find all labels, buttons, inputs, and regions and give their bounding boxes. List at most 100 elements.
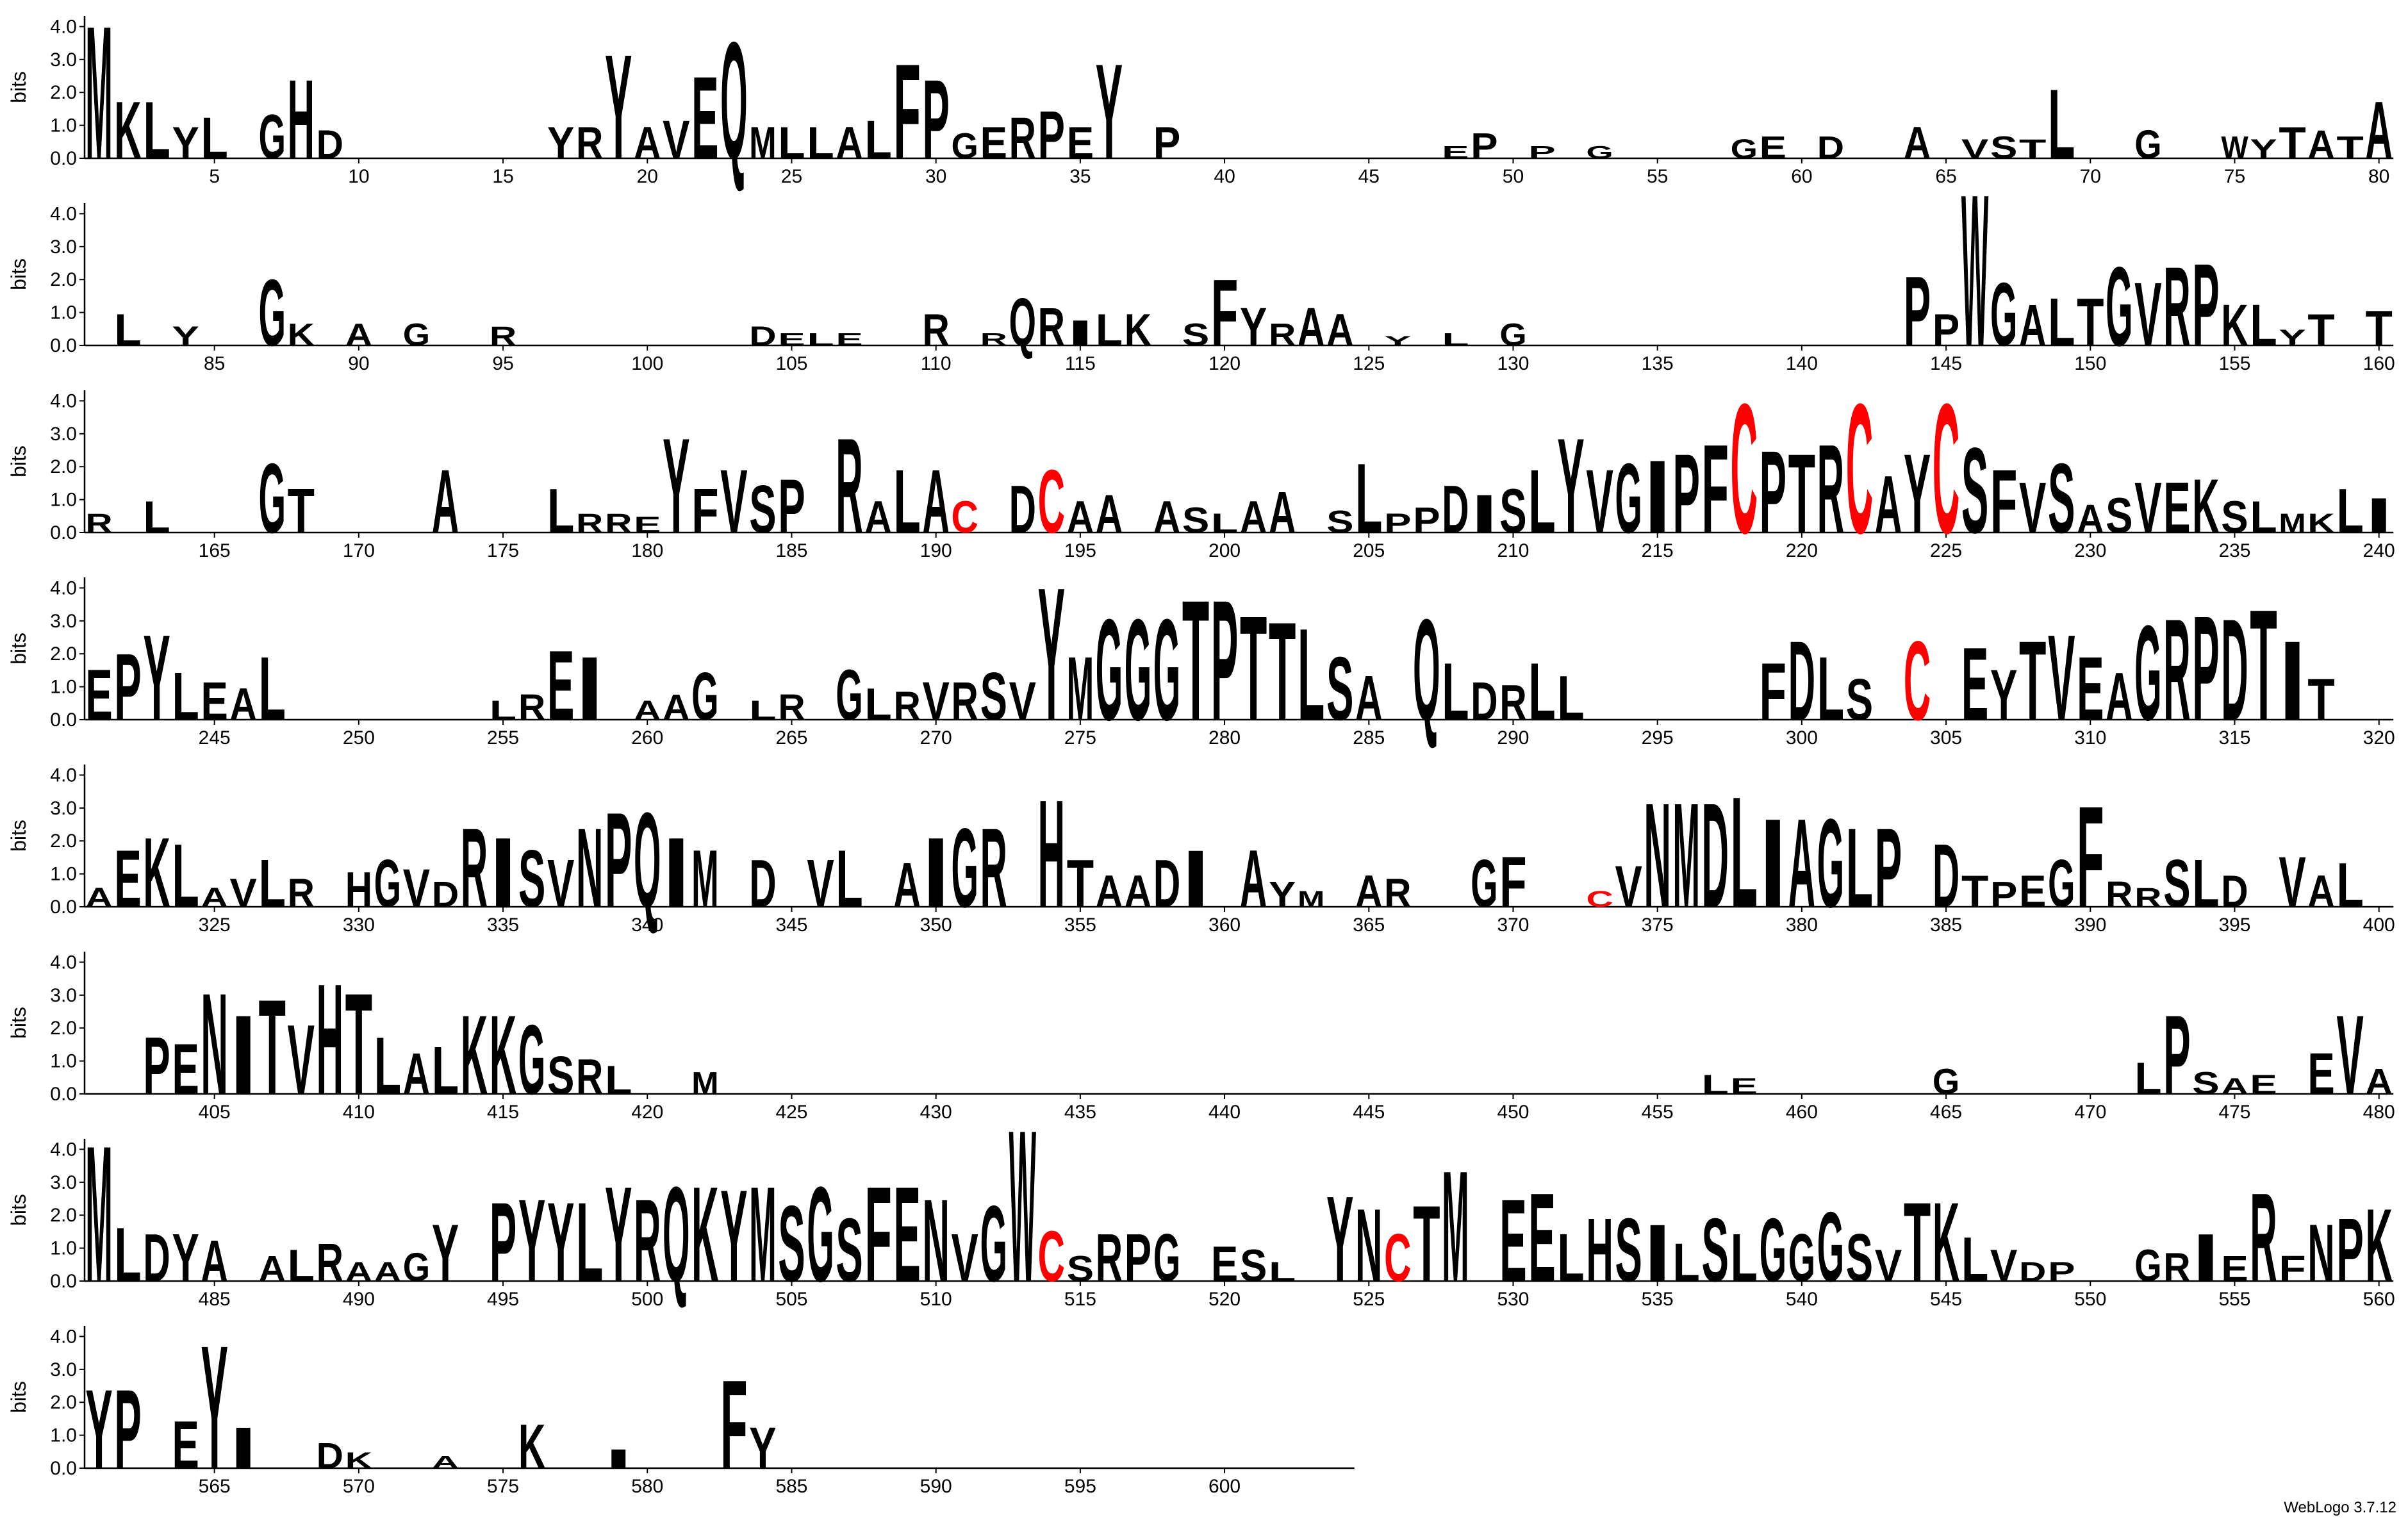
x-tick-label: 470 [2074,1102,2106,1123]
logo-letter: L [1096,305,1123,355]
x-tick-label: 100 [631,353,663,374]
y-tick-label: 3.0 [50,798,77,819]
logo-letter: G [403,317,430,352]
logo-letter: T [1413,1184,1440,1305]
y-tick-label: 1.0 [50,864,77,885]
logo-letter: G [259,102,286,172]
logo-letter: C [1933,365,1959,572]
logo-letter: E [547,630,574,741]
logo-letter: E [1961,625,1988,742]
y-tick-label: 3.0 [50,611,77,632]
y-tick-label: 3.0 [50,236,77,258]
y-axis-title: bits [7,633,30,665]
logo-letter: T [2019,135,2046,165]
logo-letter: P [2048,1257,2075,1287]
logo-letter: F [2279,1249,2305,1289]
logo-letter: L [1846,805,1873,931]
logo-letter: P [490,1179,516,1305]
logo-letter: A [1298,296,1324,357]
logo-letter: C [1384,1220,1411,1295]
logo-letter: P [1471,126,1497,167]
x-tick-label: 15 [492,166,513,187]
logo-letter: F [1760,647,1786,738]
logo-letter: M [691,834,718,925]
logo-letter: G [518,1004,545,1116]
logo-letter: L [288,1241,315,1291]
logo-letter: R [2106,875,2132,915]
y-tick-label: 2.0 [50,831,77,852]
logo-letter: V [2134,263,2161,365]
x-tick-label: 325 [199,914,231,936]
logo-letter: E [691,53,718,184]
logo-letter: R [518,688,545,728]
y-axis-title: bits [7,258,30,290]
logo-letter: L [143,86,170,176]
x-tick-label: 35 [1069,166,1091,187]
logo-letter: L [2336,476,2363,547]
x-tick-label: 495 [487,1289,519,1310]
y-tick-label: 0.0 [50,148,77,169]
logo-letter: I [2279,618,2305,744]
logo-letter: N [2307,1209,2334,1299]
logo-letter: L [807,118,834,168]
logo-letter: L [374,1022,401,1112]
x-tick-label: 585 [775,1476,807,1497]
x-tick-label: 430 [920,1102,952,1123]
logo-letter: Y [172,1220,199,1295]
y-axis-title: bits [7,71,30,103]
logo-letter: V [2134,467,2161,548]
logo-letter: A [2077,495,2104,541]
x-tick-label: 120 [1208,353,1241,374]
logo-letter: Y [2250,135,2277,165]
logo-letter: T [2307,667,2334,732]
logo-letter: Y [432,1209,459,1299]
logo-letter: S [980,658,1007,734]
x-tick-label: 20 [637,166,658,187]
logo-letter: G [1817,1191,1844,1303]
logo-row: 0.0 1.0 2.0 3.0 4.0 bits 485 490 495 500 505 510 515… [7,1084,2395,1327]
logo-letter: V [403,857,430,918]
x-tick-label: 415 [487,1102,519,1123]
x-tick-label: 335 [487,914,519,936]
logo-letter: N [576,805,603,931]
logo-letter: L [605,1057,632,1102]
logo-letter: P [605,785,632,937]
logo-letter: L [1528,647,1555,738]
logo-letter: E [2221,1249,2248,1289]
x-tick-label: 130 [1497,353,1529,374]
logo-letter: A [2366,1062,2393,1102]
logo-letter: D [2019,1257,2046,1287]
logo-letter: G [1731,135,1758,165]
x-tick-label: 350 [920,914,952,936]
x-tick-label: 145 [1930,353,1962,374]
x-tick-label: 545 [1930,1289,1962,1310]
logo-letter: A [85,883,112,913]
logo-letter: Q [1009,284,1036,360]
y-tick-label: 2.0 [50,643,77,665]
logo-letter: V [1009,670,1036,731]
logo-letter: R [2163,589,2190,750]
logo-letter: K [461,992,488,1118]
logo-letter: Y [518,1175,545,1307]
x-tick-label: 155 [2218,353,2250,374]
logo-letter: F [864,1159,891,1311]
y-tick-label: 4.0 [50,203,77,224]
x-tick-label: 595 [1064,1476,1096,1497]
logo-letter: I [490,817,516,929]
logo-letter: I [1760,793,1786,934]
x-tick-label: 560 [2363,1289,2395,1310]
logo-letter: M [1067,638,1094,739]
logo-letter: T [2366,301,2393,356]
logo-letter: G [1817,793,1844,934]
x-tick-label: 465 [1930,1102,1962,1123]
logo-letter: I [230,992,257,1118]
x-tick-label: 490 [343,1289,375,1310]
logo-letter: H [317,951,343,1127]
logo-letter: S [1615,1199,1642,1300]
x-tick-label: 160 [2363,353,2395,374]
logo-letter: F [1990,451,2017,552]
logo-letter: V [923,670,950,731]
logo-letter: Y [547,118,574,168]
logo-letter: P [1038,97,1065,172]
